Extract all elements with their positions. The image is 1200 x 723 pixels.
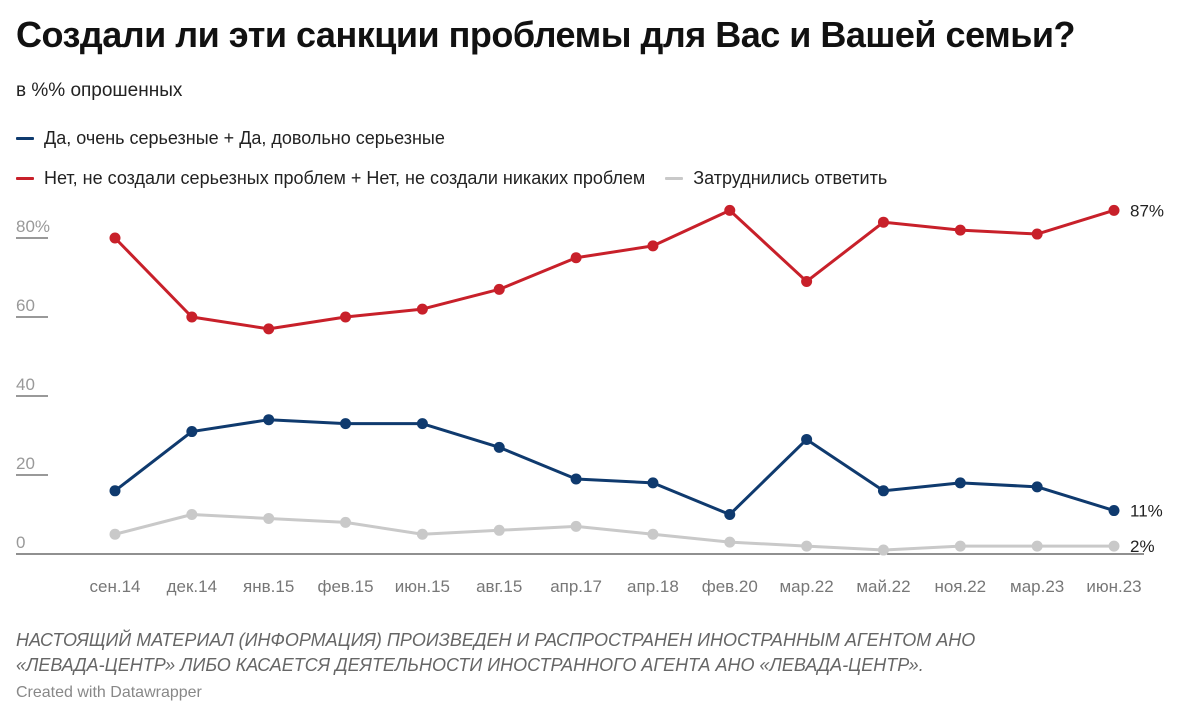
x-tick-label-7: апр.18 — [627, 577, 679, 596]
series-2 — [109, 509, 1120, 556]
data-point-0-6 — [570, 473, 582, 485]
end-label-2: 2% — [1130, 537, 1155, 556]
x-tick-label-4: июн.15 — [395, 577, 450, 596]
x-tick-label-2: янв.15 — [243, 577, 294, 596]
series-line-1 — [113, 208, 1116, 331]
data-point-2-3 — [340, 516, 352, 528]
data-point-2-5 — [493, 524, 505, 536]
y-tick-label-40: 40 — [16, 375, 35, 394]
data-point-2-0 — [109, 528, 121, 540]
series-0 — [109, 414, 1120, 520]
data-point-1-10 — [877, 216, 889, 228]
data-point-0-5 — [493, 441, 505, 453]
y-tick-label-60: 60 — [16, 296, 35, 315]
legend-row-1: Да, очень серьезные + Да, довольно серье… — [16, 128, 465, 149]
data-point-0-2 — [263, 414, 275, 426]
x-tick-label-12: мар.23 — [1010, 577, 1064, 596]
footnote-line-2: «ЛЕВАДА-ЦЕНТР» ЛИБО КАСАЕТСЯ ДЕЯТЕЛЬНОСТ… — [16, 655, 924, 675]
data-point-2-4 — [416, 528, 428, 540]
y-tick-label-20: 20 — [16, 454, 35, 473]
end-label-0: 11% — [1130, 502, 1163, 521]
data-point-2-10 — [877, 544, 889, 556]
line-chart: 0 20 40 60 80% сен.14 дек.14 янв.15 фев.15 июн.15… — [16, 201, 1164, 596]
data-point-2-9 — [801, 540, 813, 552]
end-label-1: 87% — [1130, 201, 1164, 220]
data-point-0-1 — [186, 426, 198, 438]
x-tick-label-3: фев.15 — [317, 577, 373, 596]
data-point-1-7 — [647, 240, 659, 252]
x-tick-label-6: апр.17 — [550, 577, 602, 596]
data-point-2-6 — [570, 520, 582, 532]
data-point-1-5 — [493, 283, 505, 295]
data-point-0-12 — [1031, 481, 1043, 493]
data-point-1-1 — [186, 311, 198, 323]
legend-label-serious: Да, очень серьезные + Да, довольно серье… — [44, 128, 445, 148]
data-point-1-12 — [1031, 228, 1043, 240]
y-tick-label-80: 80% — [16, 217, 50, 236]
data-point-1-4 — [416, 303, 428, 315]
x-tick-label-10: май.22 — [856, 577, 910, 596]
legend-item-serious: Да, очень серьезные + Да, довольно серье… — [16, 128, 445, 149]
chart-title: Создали ли эти санкции проблемы для Вас … — [16, 14, 1076, 55]
data-point-1-8 — [724, 204, 736, 216]
data-point-0-9 — [801, 433, 813, 445]
legend-item-undecided: Затруднились ответить — [665, 168, 887, 189]
data-point-0-0 — [109, 485, 121, 497]
data-point-1-13 — [1108, 204, 1120, 216]
data-point-1-6 — [570, 252, 582, 264]
legend-swatch-no-problems — [16, 177, 34, 180]
data-point-0-11 — [954, 477, 966, 489]
data-point-2-11 — [954, 540, 966, 552]
data-point-1-0 — [109, 232, 121, 244]
x-tick-label-9: мар.22 — [779, 577, 833, 596]
data-point-1-9 — [801, 275, 813, 287]
x-tick-label-1: дек.14 — [167, 577, 217, 596]
series-line-2 — [113, 513, 1116, 552]
x-tick-label-11: ноя.22 — [934, 577, 986, 596]
data-point-0-7 — [647, 477, 659, 489]
data-point-2-12 — [1031, 540, 1043, 552]
chart-subtitle: в %% опрошенных — [16, 80, 183, 101]
data-point-2-7 — [647, 528, 659, 540]
series-line-0 — [113, 418, 1116, 516]
series-1 — [109, 204, 1120, 335]
data-point-2-13 — [1108, 540, 1120, 552]
legend-item-no-problems: Нет, не создали серьезных проблем + Нет,… — [16, 168, 645, 189]
x-tick-label-8: фев.20 — [702, 577, 758, 596]
legend-swatch-serious — [16, 137, 34, 140]
footnote-line-1: НАСТОЯЩИЙ МАТЕРИАЛ (ИНФОРМАЦИЯ) ПРОИЗВЕД… — [16, 630, 976, 650]
legend-label-undecided: Затруднились ответить — [693, 168, 888, 188]
data-point-2-1 — [186, 509, 198, 520]
x-tick-label-13: июн.23 — [1086, 577, 1141, 596]
data-point-1-3 — [340, 311, 352, 323]
legend-label-no-problems: Нет, не создали серьезных проблем + Нет,… — [44, 168, 646, 188]
data-point-1-2 — [263, 323, 275, 335]
data-point-1-11 — [954, 224, 966, 236]
data-point-0-4 — [416, 418, 428, 430]
legend-row-2: Нет, не создали серьезных проблем + Нет,… — [16, 168, 907, 189]
data-point-0-10 — [877, 485, 889, 497]
data-point-0-3 — [340, 418, 352, 430]
data-point-0-13 — [1108, 505, 1120, 517]
x-tick-label-5: авг.15 — [476, 577, 522, 596]
y-tick-label-0: 0 — [16, 533, 25, 552]
data-point-0-8 — [724, 509, 736, 520]
credit: Created with Datawrapper — [16, 684, 202, 701]
data-point-2-8 — [724, 536, 736, 548]
x-tick-label-0: сен.14 — [90, 577, 141, 596]
footnote: НАСТОЯЩИЙ МАТЕРИАЛ (ИНФОРМАЦИЯ) ПРОИЗВЕД… — [16, 628, 975, 678]
legend-swatch-undecided — [665, 177, 684, 180]
data-point-2-2 — [263, 512, 275, 524]
